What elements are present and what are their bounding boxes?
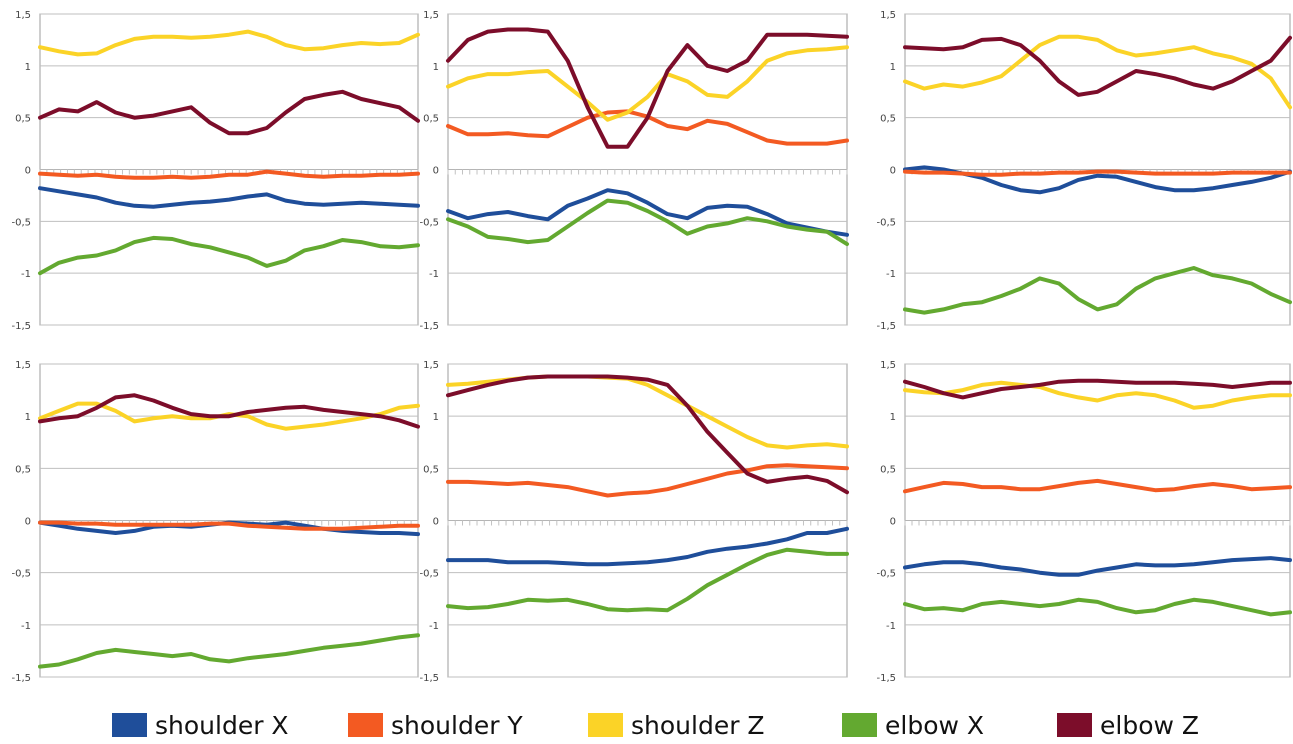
legend-swatch-shoulder-x (112, 713, 147, 737)
series-line-shoulder-x (446, 188, 849, 237)
legend-item-elbow-x: elbow X (842, 710, 984, 740)
y-tick-label: -1 (429, 269, 439, 280)
y-tick-label: 0 (433, 517, 439, 528)
chart-panel-bottom-left: 1,5 1 0,5 0 -0,5 -1 -1,5 (11, 360, 420, 684)
series-line-elbow-z (38, 393, 420, 429)
series-line-elbow-x (38, 235, 420, 276)
y-tick-label: -1,5 (11, 673, 31, 684)
y-tick-label: 0 (25, 166, 31, 177)
y-tick-label: 1 (25, 62, 31, 73)
legend: shoulder X shoulder Y shoulder Z elbow X… (0, 700, 1293, 744)
series-line-shoulder-y (903, 478, 1292, 494)
y-tick-label: -1,5 (419, 321, 439, 332)
y-tick-label: 0 (25, 517, 31, 528)
y-tick-label: 0,5 (423, 114, 439, 125)
y-tick-label: -1,5 (419, 673, 439, 684)
y-tick-label: -0,5 (876, 217, 896, 228)
series-line-shoulder-y (903, 169, 1292, 177)
y-tick-label: 1 (890, 412, 896, 423)
series-line-shoulder-z (903, 380, 1292, 410)
series-line-elbow-x (446, 198, 849, 247)
y-tick-label: -1,5 (11, 321, 31, 332)
y-tick-label: 0 (433, 166, 439, 177)
y-tick-label: 1 (890, 62, 896, 73)
legend-swatch-elbow-x (842, 713, 877, 737)
series-line-elbow-x (446, 547, 849, 613)
series-line-shoulder-y (38, 520, 420, 531)
y-tick-label: -0,5 (876, 569, 896, 580)
chart-panel-top-left: 1,5 1 0,5 0 -0,5 -1 -1,5 (11, 10, 420, 332)
series-line-elbow-z (903, 378, 1292, 400)
chart-panel-top-middle: 1,5 1 0,5 0 -0,5 -1 -1,5 (419, 10, 849, 332)
series-line-elbow-x (903, 597, 1292, 617)
y-tick-label: 0,5 (880, 464, 896, 475)
y-tick-label: 1,5 (15, 360, 31, 371)
legend-label-shoulder-y: shoulder Y (391, 710, 523, 740)
series-line-shoulder-x (903, 556, 1292, 577)
y-tick-label: 1,5 (423, 10, 439, 21)
y-tick-label: 0,5 (880, 114, 896, 125)
series-line-elbow-x (903, 266, 1292, 315)
y-tick-label: -0,5 (11, 569, 31, 580)
y-tick-label: 1,5 (880, 360, 896, 371)
y-tick-label: -0,5 (419, 569, 439, 580)
series-line-elbow-z (446, 374, 849, 495)
y-tick-label: 1,5 (880, 10, 896, 21)
legend-item-shoulder-y: shoulder Y (348, 710, 523, 740)
y-tick-label: 1,5 (15, 10, 31, 21)
series-line-shoulder-x (446, 526, 849, 567)
y-tick-label: 0,5 (15, 114, 31, 125)
legend-item-shoulder-z: shoulder Z (588, 710, 765, 740)
legend-label-shoulder-x: shoulder X (155, 710, 289, 740)
y-tick-label: -0,5 (11, 217, 31, 228)
y-tick-label: -1 (21, 621, 31, 632)
y-tick-label: -1 (21, 269, 31, 280)
y-tick-label: -1 (429, 621, 439, 632)
series-line-shoulder-x (38, 186, 420, 209)
legend-label-elbow-z: elbow Z (1100, 710, 1200, 740)
legend-item-elbow-z: elbow Z (1057, 710, 1199, 740)
series-line-shoulder-z (38, 29, 420, 57)
charts-area: 1,510,50-0,5-1-1,51,510,50-0,5-1-1,51,51… (11, 10, 1292, 684)
legend-swatch-shoulder-z (588, 713, 623, 737)
chart-panel-bottom-right: 1,5 1 0,5 0 -0,5 -1 -1,5 (876, 360, 1292, 684)
y-tick-label: 1 (433, 62, 439, 73)
y-tick-label: 1 (433, 412, 439, 423)
y-tick-label: 0 (890, 517, 896, 528)
legend-label-shoulder-z: shoulder Z (631, 710, 765, 740)
series-line-elbow-z (446, 27, 849, 149)
legend-item-shoulder-x: shoulder X (112, 710, 289, 740)
y-tick-label: 0 (890, 166, 896, 177)
series-line-elbow-z (903, 35, 1292, 97)
legend-swatch-shoulder-y (348, 713, 383, 737)
series-line-shoulder-z (446, 45, 849, 122)
series-line-shoulder-y (38, 169, 420, 180)
y-tick-label: 1 (25, 412, 31, 423)
series-line-shoulder-z (903, 34, 1292, 110)
legend-swatch-elbow-z (1057, 713, 1092, 737)
series-line-elbow-z (38, 89, 420, 136)
series-line-elbow-x (38, 633, 420, 669)
series-line-shoulder-y (446, 463, 849, 498)
y-tick-label: 0,5 (15, 464, 31, 475)
y-tick-label: -1,5 (876, 321, 896, 332)
y-tick-label: -0,5 (419, 217, 439, 228)
chart-panel-top-right: 1,5 1 0,5 0 -0,5 -1 -1,5 (876, 10, 1292, 332)
y-tick-label: 0,5 (423, 464, 439, 475)
chart-panel-bottom-middle: 1,5 1 0,5 0 -0,5 -1 -1,5 (419, 360, 849, 684)
y-tick-label: -1,5 (876, 673, 896, 684)
y-tick-label: -1 (886, 621, 896, 632)
y-tick-label: 1,5 (423, 360, 439, 371)
legend-label-elbow-x: elbow X (885, 710, 985, 740)
y-tick-label: -1 (886, 269, 896, 280)
